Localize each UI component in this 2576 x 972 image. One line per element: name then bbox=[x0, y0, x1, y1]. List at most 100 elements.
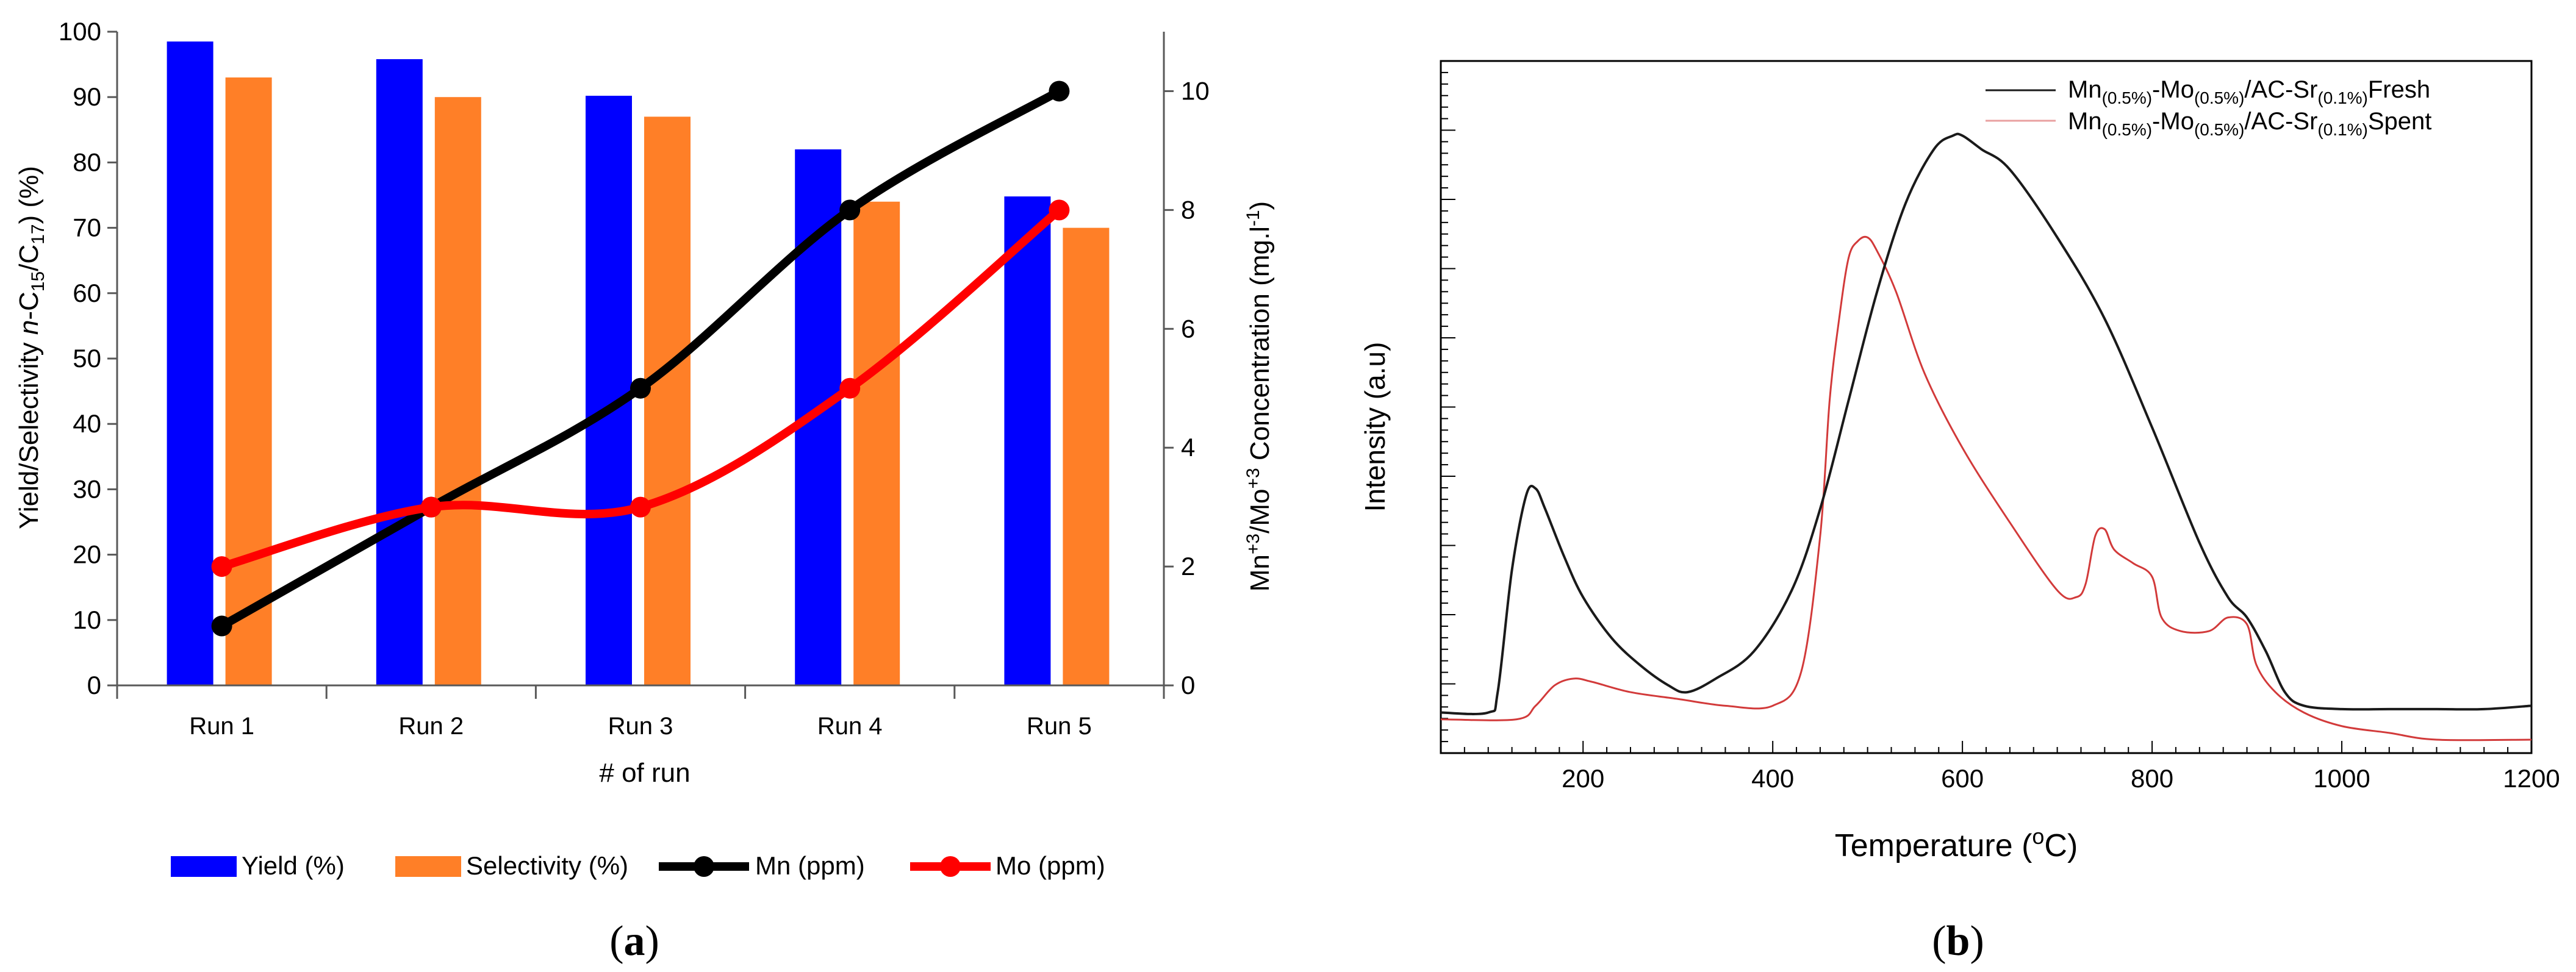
y-axis-title: Intensity (a.u) bbox=[1359, 342, 1391, 512]
legend-swatch-yield bbox=[171, 856, 237, 877]
legend-item-yield: Yield (%) bbox=[171, 851, 345, 880]
y-tick-label: 20 bbox=[73, 540, 101, 569]
yield-bar bbox=[586, 96, 632, 685]
x-tick-label: Run 1 bbox=[189, 713, 254, 740]
y2-tick-label: 8 bbox=[1181, 195, 1195, 224]
y-tick-label: 50 bbox=[73, 344, 101, 373]
y-tick-label: 80 bbox=[73, 148, 101, 176]
legend-swatch-selectivity bbox=[395, 856, 461, 877]
y2-tick-label: 0 bbox=[1181, 671, 1195, 699]
y-tick-label: 40 bbox=[73, 409, 101, 438]
right-y-ticks: 0 2 4 6 8 10 bbox=[1164, 76, 1210, 699]
x-tick-label: Run 3 bbox=[608, 713, 673, 740]
y-tick-label: 10 bbox=[73, 606, 101, 634]
legend-marker-mn bbox=[694, 856, 714, 877]
y-tick-label: 30 bbox=[73, 474, 101, 503]
x-tick-label: 200 bbox=[1562, 764, 1604, 793]
selectivity-bar bbox=[1063, 227, 1110, 686]
selectivity-bar bbox=[434, 97, 481, 685]
selectivity-bar bbox=[853, 201, 900, 686]
mn-point bbox=[839, 199, 861, 221]
mo-point bbox=[630, 496, 651, 518]
selectivity-bar bbox=[644, 116, 691, 686]
y2-axis-title: Mn+3/Mo+3 Concentration (mg.l-1) bbox=[1243, 201, 1275, 591]
x-tick-label: 400 bbox=[1751, 764, 1794, 793]
yield-bar bbox=[1004, 196, 1051, 685]
legend-item-mn: Mn (ppm) bbox=[659, 851, 865, 880]
fresh-curve bbox=[1440, 132, 2532, 715]
x-ticks: 200 400 600 800 1000 1200 bbox=[1562, 764, 2560, 793]
y-axis-title: Yield/Selectivity n-C15/C17) (%) bbox=[14, 166, 48, 529]
y2-title-part: ) bbox=[1245, 201, 1275, 210]
panel-label-a-letter: a bbox=[624, 918, 645, 965]
spent-curve bbox=[1440, 235, 2532, 742]
y-title-italic: n bbox=[14, 320, 44, 335]
yield-bar bbox=[376, 59, 423, 685]
legend-label-yield: Yield (%) bbox=[242, 851, 345, 880]
y2-tick-label: 2 bbox=[1181, 552, 1195, 581]
mo-point bbox=[1049, 199, 1070, 221]
legend-item-mo: Mo (ppm) bbox=[910, 851, 1105, 880]
x-tick-label: Run 2 bbox=[398, 713, 464, 740]
y2-tick-label: 10 bbox=[1181, 76, 1210, 105]
legend-label-mn: Mn (ppm) bbox=[755, 851, 865, 880]
plot-frame bbox=[1440, 60, 2533, 754]
y-title-part: Yield/Selectivity bbox=[14, 335, 44, 529]
mo-point bbox=[839, 377, 861, 399]
y2-tick-label: 6 bbox=[1181, 314, 1195, 343]
y2-title-part: Concentration (mg.l bbox=[1245, 226, 1275, 468]
bars-group bbox=[167, 41, 1110, 686]
x-title-part: C) bbox=[2044, 828, 2078, 863]
x-axis-title: Temperature (oC) bbox=[1835, 824, 2078, 863]
selectivity-bar bbox=[225, 77, 272, 686]
x-tick-label: 1200 bbox=[2503, 764, 2560, 793]
legend-marker-mo bbox=[940, 856, 961, 877]
legend-label-fresh: Mn(0.5%)-Mo(0.5%)/AC-Sr(0.1%)Fresh bbox=[2068, 76, 2430, 107]
legend-label-spent: Mn(0.5%)-Mo(0.5%)/AC-Sr(0.1%)Spent bbox=[2068, 108, 2431, 139]
legend-item-fresh: Mn(0.5%)-Mo(0.5%)/AC-Sr(0.1%)Fresh bbox=[1986, 76, 2430, 107]
y2-title-sup: +3 bbox=[1243, 534, 1263, 554]
legend-item-spent: Mn(0.5%)-Mo(0.5%)/AC-Sr(0.1%)Spent bbox=[1986, 108, 2431, 139]
x-tick-label: Run 4 bbox=[817, 713, 883, 740]
x-tick-label: Run 5 bbox=[1027, 713, 1092, 740]
x-tick-label: 800 bbox=[2131, 764, 2173, 793]
mo-series-line bbox=[217, 205, 1064, 571]
x-axis-title: # of run bbox=[599, 758, 690, 788]
y-title-sub: 17 bbox=[28, 224, 48, 244]
legend-item-selectivity: Selectivity (%) bbox=[395, 851, 628, 880]
left-y-ticks: 0 10 20 30 40 50 60 70 80 90 100 bbox=[59, 17, 117, 699]
y2-title-part: Mn bbox=[1245, 554, 1275, 591]
y-tick-label: 90 bbox=[73, 82, 101, 111]
mo-point bbox=[211, 556, 232, 577]
mn-point bbox=[211, 615, 232, 637]
plot-border bbox=[1440, 60, 2533, 754]
x-title-sup: o bbox=[2032, 824, 2044, 849]
panel-label-b-letter: b bbox=[1946, 918, 1970, 965]
y-title-sub: 15 bbox=[28, 271, 48, 291]
y-title-part: ) (%) bbox=[14, 166, 44, 224]
y2-title-sup: -1 bbox=[1243, 210, 1263, 226]
mn-series-line bbox=[217, 87, 1064, 631]
mn-point bbox=[630, 377, 651, 399]
legend: Mn(0.5%)-Mo(0.5%)/AC-Sr(0.1%)Fresh Mn(0.… bbox=[1986, 76, 2431, 139]
yield-bar bbox=[167, 41, 213, 686]
x-title-part: Temperature ( bbox=[1835, 828, 2032, 863]
y2-title-part: /Mo bbox=[1245, 489, 1275, 534]
x-ticks: Run 1 Run 2 Run 3 Run 4 Run 5 bbox=[116, 685, 1165, 740]
panel-b: 200 400 600 800 1000 1200 Intensity (a.u) Tem… bbox=[1359, 60, 2560, 965]
x-tick-label: 600 bbox=[1941, 764, 1984, 793]
panel-label-a: (a) bbox=[609, 918, 659, 965]
mn-point bbox=[1049, 80, 1070, 102]
y2-title-sup: +3 bbox=[1243, 468, 1263, 488]
y-tick-label: 100 bbox=[59, 17, 101, 46]
mo-point bbox=[420, 496, 442, 518]
legend-label-selectivity: Selectivity (%) bbox=[466, 851, 628, 880]
y2-tick-label: 4 bbox=[1181, 433, 1195, 462]
y-tick-label: 70 bbox=[73, 213, 101, 242]
x-tick-label: 1000 bbox=[2313, 764, 2370, 793]
lines-group bbox=[211, 80, 1070, 637]
y-tick-label: 60 bbox=[73, 279, 101, 307]
curves-group bbox=[1440, 132, 2532, 742]
